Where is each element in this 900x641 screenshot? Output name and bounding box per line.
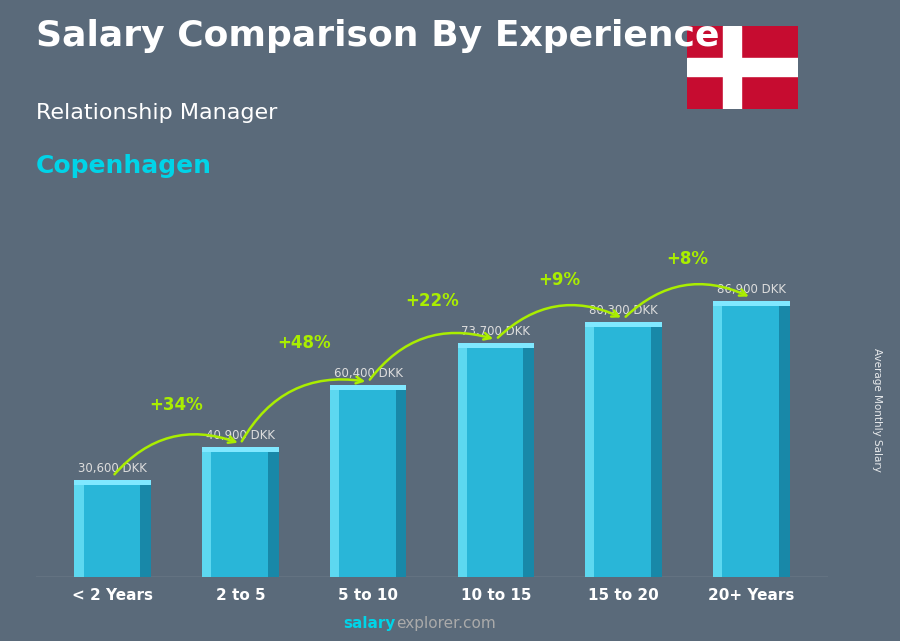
Text: +9%: +9% — [539, 271, 580, 288]
Bar — [329, 385, 407, 390]
Bar — [329, 385, 407, 577]
Text: 60,400 DKK: 60,400 DKK — [334, 367, 402, 380]
Text: 30,600 DKK: 30,600 DKK — [78, 462, 147, 475]
Bar — [585, 322, 662, 327]
Text: salary: salary — [344, 617, 396, 631]
Bar — [268, 447, 279, 577]
Bar — [585, 322, 662, 577]
Bar — [140, 479, 151, 577]
Bar — [457, 343, 535, 577]
Bar — [457, 343, 535, 348]
Text: 80,300 DKK: 80,300 DKK — [590, 304, 658, 317]
Text: +22%: +22% — [405, 292, 459, 310]
Bar — [202, 447, 279, 452]
Bar — [778, 301, 789, 577]
Bar — [585, 322, 595, 577]
Text: +8%: +8% — [667, 250, 708, 268]
Bar — [524, 343, 535, 577]
Text: 86,900 DKK: 86,900 DKK — [717, 283, 786, 296]
Bar — [688, 58, 797, 76]
Text: 40,900 DKK: 40,900 DKK — [206, 429, 274, 442]
Bar — [396, 385, 407, 577]
Text: Salary Comparison By Experience: Salary Comparison By Experience — [36, 19, 719, 53]
Text: Relationship Manager: Relationship Manager — [36, 103, 277, 122]
Bar — [457, 343, 467, 577]
Text: 73,700 DKK: 73,700 DKK — [462, 325, 530, 338]
Text: +34%: +34% — [149, 395, 203, 413]
Text: +48%: +48% — [277, 334, 331, 352]
Bar — [75, 479, 84, 577]
Bar — [75, 479, 151, 485]
Text: Copenhagen: Copenhagen — [36, 154, 212, 178]
Bar — [713, 301, 722, 577]
Bar — [329, 385, 339, 577]
Bar — [713, 301, 789, 306]
Bar — [202, 447, 279, 577]
Text: Average Monthly Salary: Average Monthly Salary — [872, 348, 883, 472]
Bar — [75, 479, 151, 577]
Bar — [202, 447, 211, 577]
Bar — [713, 301, 789, 577]
Bar — [652, 322, 662, 577]
Text: explorer.com: explorer.com — [396, 617, 496, 631]
Bar — [724, 26, 741, 109]
